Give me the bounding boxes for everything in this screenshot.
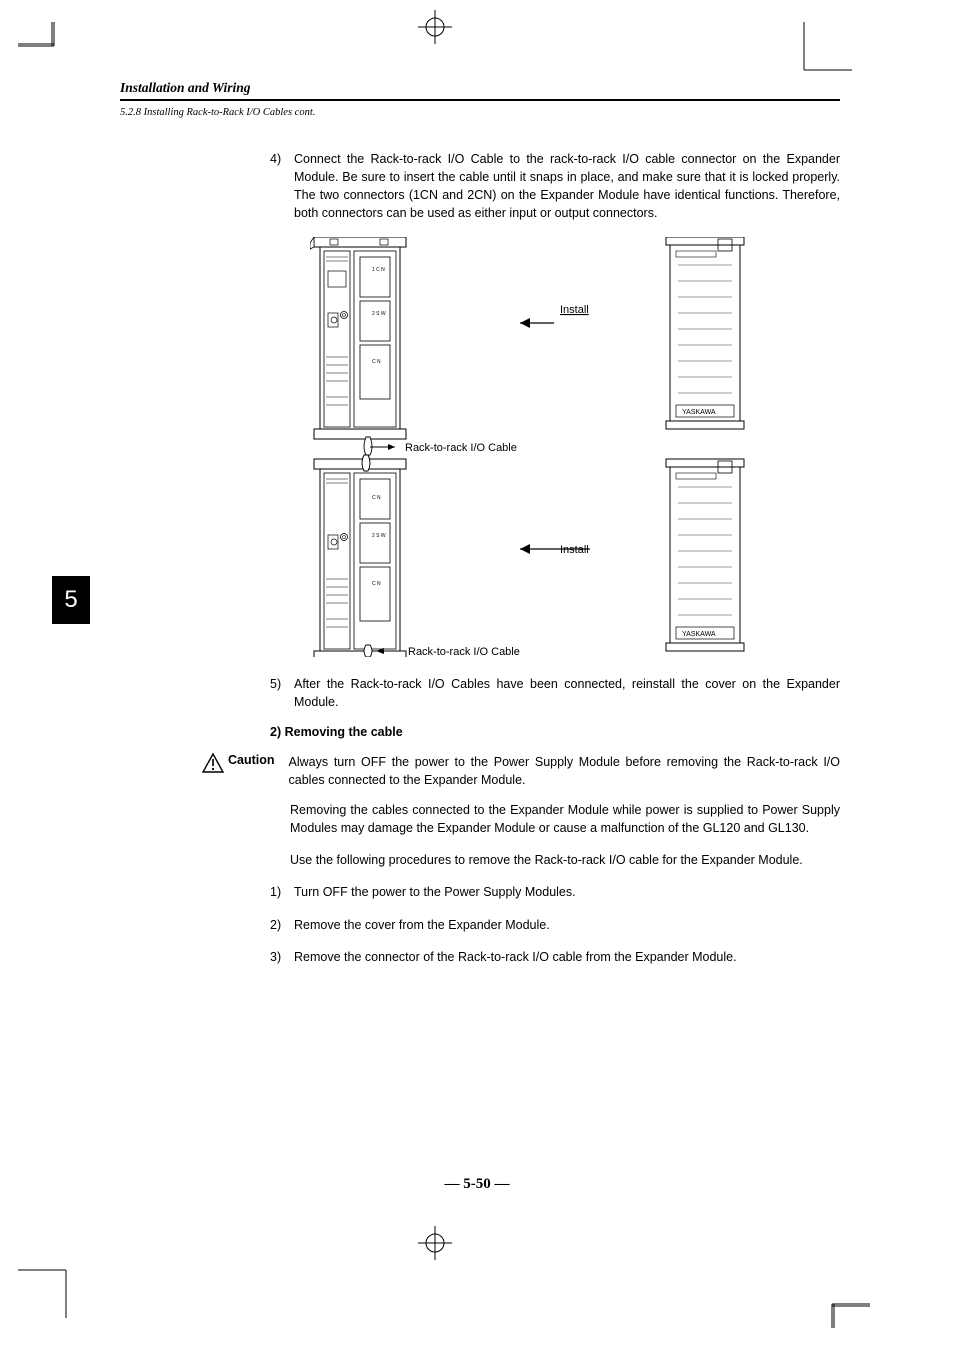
page-number: — 5-50 — [0,1176,954,1193]
header-rule [120,99,840,101]
step-text: After the Rack-to-rack I/O Cables have b… [294,675,840,711]
svg-text:2 S W: 2 S W [372,311,386,317]
body: 4) Connect the Rack-to-rack I/O Cable to… [120,150,840,980]
figure-rack-cable: 1 C N 2 S W C N [310,237,770,657]
crop-bottom-left [18,1258,78,1318]
caution-text: Always turn OFF the power to the Power S… [289,753,840,789]
register-top [418,10,452,44]
cable-label-2: Rack-to-rack I/O Cable [408,646,520,657]
page: 5 Installation and Wiring 5.2.8 Installi… [0,0,954,1351]
step-number: 5) [270,675,294,711]
step-4: 4) Connect the Rack-to-rack I/O Cable to… [270,150,840,223]
step-text: Remove the cover from the Expander Modul… [294,916,840,934]
svg-text:Install: Install [560,304,589,316]
remove-step-2: 2) Remove the cover from the Expander Mo… [270,916,840,934]
svg-text:YASKAWA: YASKAWA [682,631,716,638]
para-damage: Removing the cables connected to the Exp… [290,801,840,837]
step-text: Connect the Rack-to-rack I/O Cable to th… [294,150,840,223]
svg-text:C N: C N [372,581,381,587]
chapter-title: Installation and Wiring [120,80,840,96]
remove-step-1: 1) Turn OFF the power to the Power Suppl… [270,883,840,901]
running-header: Installation and Wiring 5.2.8 Installing… [120,80,840,118]
section-line: 5.2.8 Installing Rack-to-Rack I/O Cables… [120,107,840,118]
remove-step-3: 3) Remove the connector of the Rack-to-r… [270,948,840,966]
yaskawa-label: YASKAWA [682,409,716,416]
caution-label: Caution [228,753,275,767]
register-bottom [418,1226,452,1260]
step-number: 3) [270,948,294,966]
svg-text:C N: C N [372,495,381,501]
caution-icon [202,753,224,778]
para-procedures: Use the following procedures to remove t… [290,851,840,869]
cable-label-1: Rack-to-rack I/O Cable [405,442,517,454]
step-number: 4) [270,150,294,223]
svg-text:1 C N: 1 C N [372,267,385,273]
step-number: 2) [270,916,294,934]
crop-top-left [18,22,68,72]
chapter-number: 5 [64,586,77,614]
svg-text:Install: Install [560,544,589,556]
install-arrow-2: Install [520,544,590,556]
svg-text:2 S W: 2 S W [372,533,386,539]
svg-text:C N: C N [372,359,381,365]
step-text: Turn OFF the power to the Power Supply M… [294,883,840,901]
install-arrow-1: Install [520,304,589,328]
crop-bottom-right [820,1278,870,1328]
crop-top-right [792,22,852,82]
subheading-removing: 2) Removing the cable [270,725,840,739]
chapter-tab: 5 [52,576,90,624]
step-5: 5) After the Rack-to-rack I/O Cables hav… [270,675,840,711]
step-number: 1) [270,883,294,901]
step-text: Remove the connector of the Rack-to-rack… [294,948,840,966]
